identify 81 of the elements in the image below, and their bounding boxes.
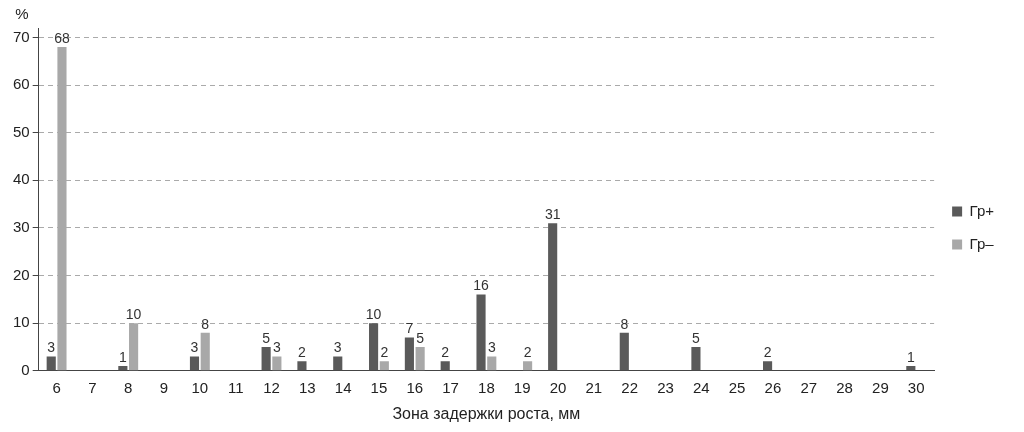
data-label: 31	[544, 206, 561, 223]
bar	[523, 361, 533, 371]
data-label: 3	[47, 339, 56, 356]
bar	[906, 366, 916, 371]
x-tick-label: 22	[621, 378, 639, 396]
data-label: 2	[441, 344, 450, 361]
data-label: 2	[298, 344, 307, 361]
bar	[200, 332, 210, 371]
x-tick-label: 25	[728, 378, 746, 396]
y-tick-label: 50	[13, 122, 30, 140]
data-label: 3	[333, 339, 342, 356]
bar	[189, 356, 200, 371]
x-tick-label: 6	[52, 378, 61, 396]
x-tick-label: 19	[513, 378, 531, 396]
bar	[333, 356, 343, 371]
x-tick-label: 8	[124, 378, 133, 396]
x-tick-label: 23	[657, 378, 674, 396]
bar	[487, 356, 497, 371]
data-label: 7	[405, 320, 414, 337]
x-tick-label: 20	[549, 378, 567, 396]
x-tick-label: 15	[370, 378, 388, 396]
legend-label: Гр–	[969, 234, 995, 252]
x-tick-label: 9	[159, 378, 169, 396]
data-label: 2	[763, 344, 772, 361]
x-tick-label: 11	[227, 378, 244, 396]
x-tick-label: 13	[298, 378, 316, 396]
x-tick-label: 28	[836, 378, 853, 396]
x-tick-label: 10	[191, 378, 209, 396]
bar	[619, 332, 629, 371]
y-tick-label: 0	[21, 360, 30, 378]
data-label: 10	[365, 306, 382, 323]
x-tick-label: 21	[585, 378, 603, 396]
data-label: 10	[125, 306, 142, 323]
data-label: 1	[118, 348, 127, 365]
x-tick-label: 30	[907, 378, 925, 396]
x-tick-label: 18	[478, 378, 495, 396]
x-tick-label: 17	[442, 378, 459, 396]
x-tick-label: 12	[263, 378, 280, 396]
x-axis-title: Зона задержки роста, мм	[392, 404, 581, 422]
y-tick-label: 70	[13, 27, 30, 45]
bar	[404, 337, 414, 371]
data-label: 16	[473, 277, 490, 294]
bar	[297, 361, 307, 371]
y-tick-label: 20	[13, 265, 30, 283]
y-tick-label: 30	[13, 218, 30, 236]
data-label: 2	[523, 344, 532, 361]
bar	[763, 361, 773, 371]
bar	[46, 356, 56, 371]
y-tick-label: 40	[13, 170, 30, 188]
bar	[415, 346, 425, 371]
bar	[691, 346, 701, 371]
legend-label: Гр+	[969, 201, 995, 219]
bar	[261, 346, 271, 371]
bar	[476, 294, 486, 371]
y-axis-title: %	[15, 4, 29, 22]
x-tick-label: 26	[764, 378, 782, 396]
x-tick-label: 7	[88, 378, 97, 396]
x-tick-label: 29	[872, 378, 889, 396]
x-tick-label: 14	[334, 378, 352, 396]
data-label: 5	[692, 329, 701, 346]
data-label: 3	[272, 339, 281, 356]
data-label: 3	[190, 339, 199, 356]
data-label: 8	[201, 315, 210, 332]
bar	[440, 361, 450, 371]
x-tick-label: 24	[692, 378, 710, 396]
bar	[272, 356, 282, 371]
bar	[118, 366, 128, 371]
x-tick-label: 27	[800, 378, 818, 396]
bar	[379, 361, 389, 371]
bar	[369, 323, 379, 371]
data-label: 5	[262, 329, 271, 346]
y-tick-label: 60	[13, 75, 30, 93]
data-label: 2	[380, 344, 389, 361]
data-label: 5	[416, 329, 425, 346]
y-tick-label: 10	[13, 313, 30, 331]
data-label: 1	[906, 348, 915, 365]
bar	[548, 223, 558, 371]
data-label: 8	[620, 315, 629, 332]
data-label: 68	[54, 29, 70, 46]
x-tick-label: 16	[406, 378, 424, 396]
data-label: 3	[487, 339, 496, 356]
